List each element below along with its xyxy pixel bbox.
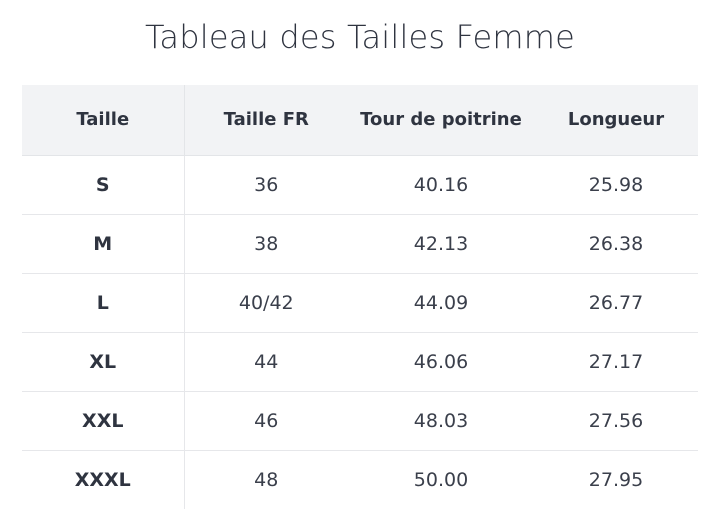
- cell-taille-fr: 38: [184, 214, 348, 274]
- cell-size: XL: [22, 332, 185, 392]
- header-tour-de-poitrine: Tour de poitrine: [348, 85, 534, 156]
- cell-longueur: 26.77: [534, 273, 698, 333]
- header-longueur: Longueur: [534, 85, 698, 156]
- cell-size: M: [22, 214, 185, 274]
- table-row: XL 44 46.06 27.17: [22, 332, 698, 392]
- cell-size: S: [22, 155, 185, 215]
- cell-tour-de-poitrine: 46.06: [348, 332, 534, 392]
- cell-size: XXL: [22, 391, 185, 451]
- cell-longueur: 26.38: [534, 214, 698, 274]
- cell-size: XXXL: [22, 450, 185, 509]
- cell-taille-fr: 40/42: [184, 273, 348, 333]
- header-taille: Taille: [22, 85, 185, 156]
- table-body: S 36 40.16 25.98 M 38 42.13 26.38 L 40/4…: [22, 155, 698, 509]
- table-row: XXXL 48 50.00 27.95: [22, 450, 698, 509]
- cell-tour-de-poitrine: 44.09: [348, 273, 534, 333]
- header-taille-fr: Taille FR: [184, 85, 348, 156]
- table-header: Taille Taille FR Tour de poitrine Longue…: [22, 85, 698, 156]
- cell-taille-fr: 44: [184, 332, 348, 392]
- size-chart-table: Taille Taille FR Tour de poitrine Longue…: [22, 85, 698, 509]
- table-row: XXL 46 48.03 27.56: [22, 391, 698, 451]
- table-row: S 36 40.16 25.98: [22, 155, 698, 215]
- cell-tour-de-poitrine: 50.00: [413, 468, 469, 491]
- cell-longueur: 27.56: [534, 391, 698, 451]
- size-table-container: Taille Taille FR Tour de poitrine Longue…: [22, 85, 698, 518]
- cell-taille-fr: 46: [184, 391, 348, 451]
- cell-size: L: [22, 273, 185, 333]
- cell-taille-fr: 36: [184, 155, 348, 215]
- cell-longueur: 27.17: [534, 332, 698, 392]
- cell-longueur: 25.98: [534, 155, 698, 215]
- cell-tour-de-poitrine: 40.16: [348, 155, 534, 215]
- header-row: Taille Taille FR Tour de poitrine Longue…: [22, 85, 698, 156]
- cell-taille-fr: 48: [254, 468, 279, 491]
- cell-tour-de-poitrine: 48.03: [348, 391, 534, 451]
- table-row: L 40/42 44.09 26.77: [22, 273, 698, 333]
- cell-longueur: 27.95: [588, 468, 644, 491]
- page-title: Tableau des Tailles Femme: [144, 18, 576, 56]
- table-row: M 38 42.13 26.38: [22, 214, 698, 274]
- cell-tour-de-poitrine: 42.13: [348, 214, 534, 274]
